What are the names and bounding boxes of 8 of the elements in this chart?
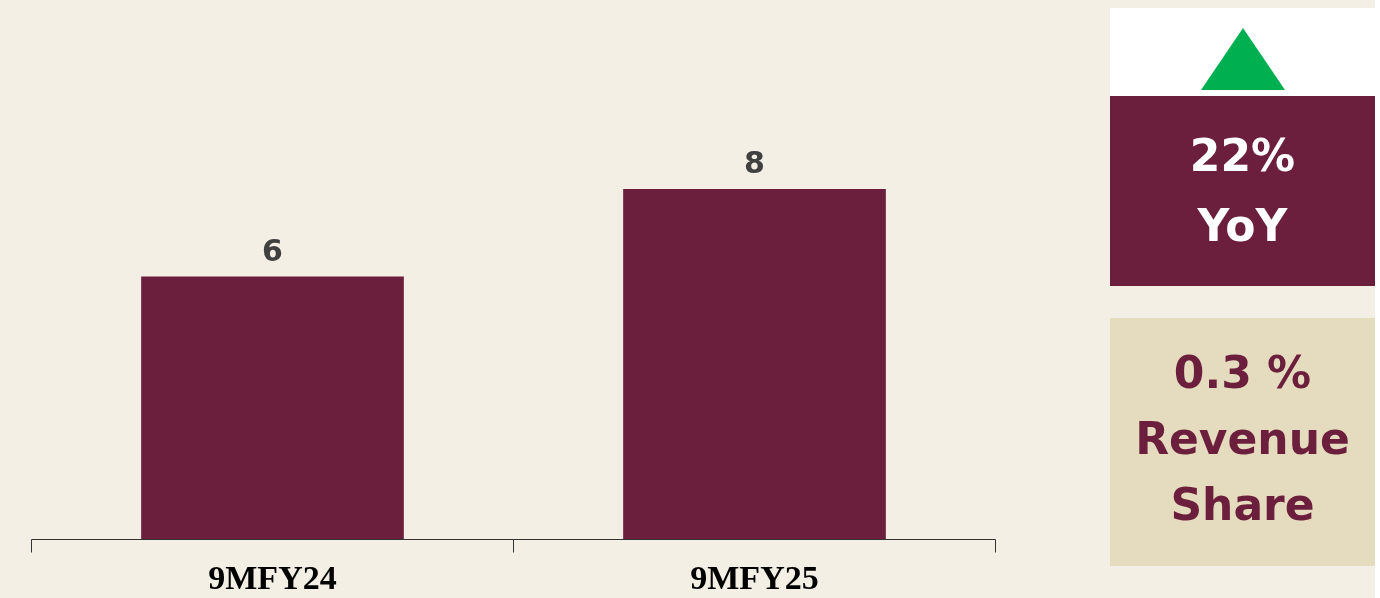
text: YoY [1196, 199, 1289, 253]
annotation: Revenue Share [1134, 412, 1351, 532]
x-tick-label: 9MFY25 [690, 558, 819, 596]
annotation: 0.3 % [1172, 346, 1313, 400]
text: 22% [1188, 129, 1297, 183]
data-label: 6 [262, 232, 283, 268]
x-tick-label: 9MFY24 [208, 558, 337, 596]
data-label: 8 [744, 144, 765, 180]
